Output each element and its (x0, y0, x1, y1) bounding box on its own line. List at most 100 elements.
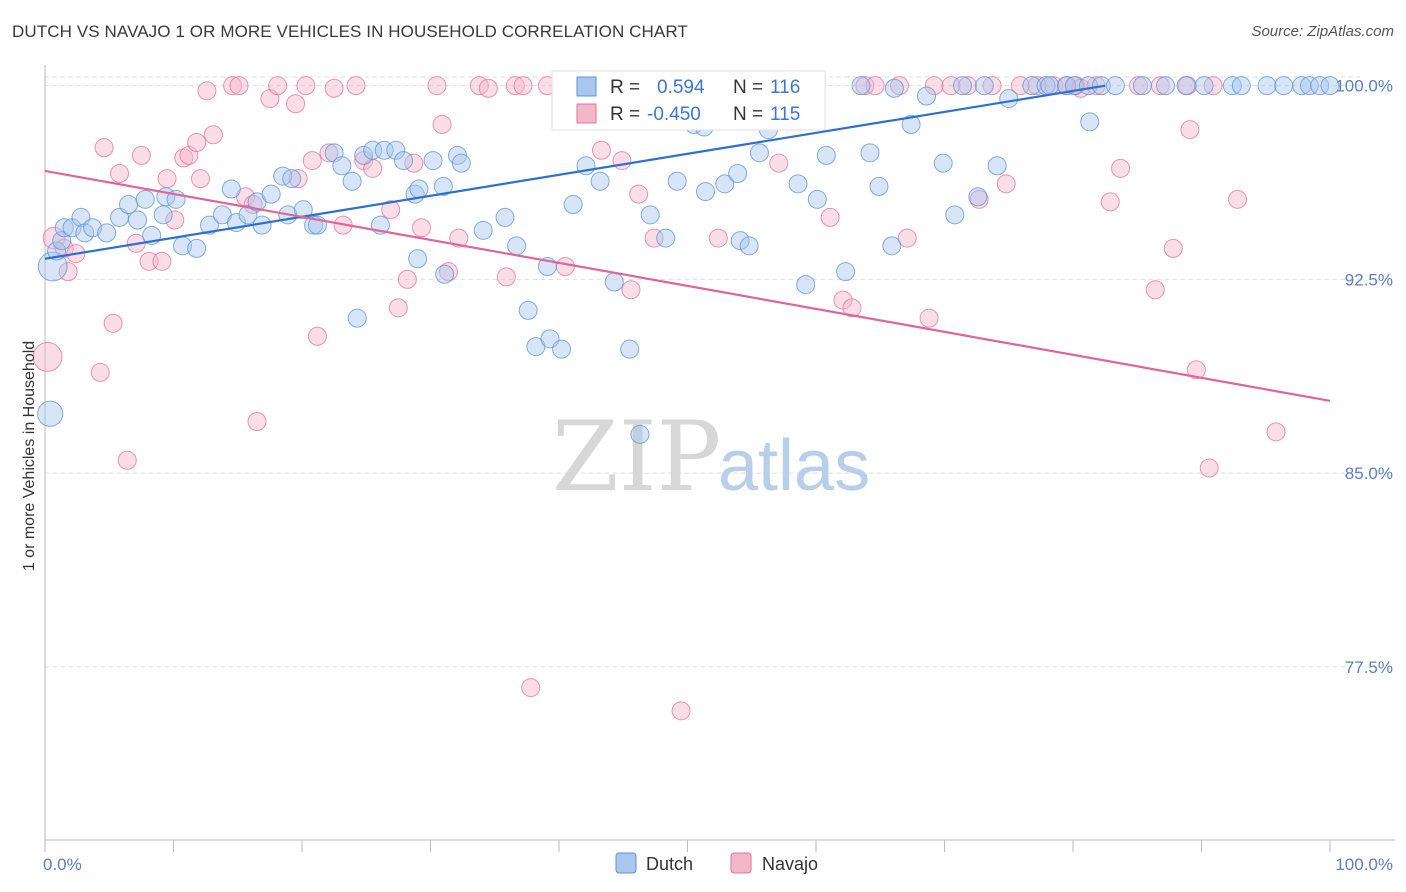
legend-navajo-r: -0.450 (647, 104, 701, 125)
y-tick-labels: 100.0% 92.5% 85.0% 77.5% (1335, 77, 1393, 677)
y-tick-label: 77.5% (1345, 658, 1393, 677)
dutch-points (37, 76, 1340, 444)
dutch-point (563, 195, 583, 214)
dutch-point (884, 78, 904, 98)
navajo-point (1086, 76, 1106, 96)
dutch-point (945, 205, 965, 225)
dutch-point (394, 151, 414, 171)
legend-box: R = 0.594 N = 116 R = -0.450 N = 115 (551, 70, 826, 131)
dutch-point (1105, 76, 1125, 96)
dutch-point (788, 174, 808, 194)
navajo-point (1111, 158, 1131, 178)
bottom-legend-dutch-swatch (615, 852, 637, 874)
axes (44, 65, 1395, 852)
dutch-trend-line (44, 84, 1106, 260)
dutch-point (37, 400, 64, 427)
navajo-point (820, 207, 840, 227)
navajo-point (1145, 280, 1165, 300)
navajo-point (307, 326, 327, 346)
dutch-point (974, 76, 994, 96)
navajo-point (381, 200, 401, 220)
dutch-point (552, 339, 572, 359)
navajo-point (42, 226, 66, 250)
y-axis-title: 1 or more Vehicles in Household (21, 341, 38, 571)
navajo-point (174, 148, 194, 168)
dutch-point (1080, 112, 1100, 132)
navajo-trend-line (44, 169, 1331, 402)
navajo-point (505, 76, 525, 96)
watermark-zip: ZIP (552, 401, 721, 513)
navajo-point (346, 76, 366, 96)
navajo-point (427, 76, 447, 96)
dutch-point (1194, 76, 1214, 96)
bottom-legend-navajo: Navajo (762, 854, 818, 874)
navajo-point (190, 169, 210, 189)
navajo-point (478, 78, 498, 98)
navajo-point (591, 140, 611, 160)
x-tick-labels: 0.0% 100.0% (43, 855, 1393, 874)
navajo-point (1163, 238, 1183, 258)
navajo-point (247, 412, 267, 431)
dutch-point (363, 140, 383, 160)
dutch-point (1231, 76, 1251, 96)
dutch-point (128, 210, 148, 230)
dutch-point (386, 140, 406, 160)
navajo-point (197, 81, 217, 101)
dutch-point (882, 236, 902, 256)
legend-dutch-swatch (576, 76, 597, 97)
navajo-point (1186, 360, 1206, 380)
navajo-point (90, 362, 110, 382)
navajo-point (671, 701, 691, 721)
dutch-point (640, 205, 660, 225)
dutch-point (590, 171, 610, 191)
watermark-atlas: atlas (718, 426, 870, 506)
navajo-point (924, 76, 944, 96)
legend-dutch-r: 0.594 (657, 77, 705, 98)
dutch-point (451, 153, 471, 173)
dutch-point (187, 238, 207, 258)
dutch-point (715, 174, 735, 194)
navajo-point (612, 151, 632, 171)
navajo-point (865, 76, 885, 96)
navajo-point (496, 267, 516, 287)
navajo-point (644, 228, 664, 248)
legend-dutch-r-label: R = (610, 77, 640, 98)
dutch-point (282, 169, 302, 189)
chart-title: DUTCH VS NAVAJO 1 OR MORE VEHICLES IN HO… (12, 22, 688, 41)
dutch-point (97, 223, 117, 243)
navajo-point (958, 76, 978, 96)
navajo-point (32, 342, 63, 372)
bottom-legend-dutch: Dutch (646, 854, 693, 874)
x-tick-label: 0.0% (43, 855, 82, 874)
navajo-point (521, 678, 541, 698)
dutch-point (1299, 76, 1319, 96)
dutch-point (695, 182, 715, 202)
dutch-point (860, 143, 880, 163)
dutch-point (1176, 76, 1196, 96)
dutch-point (135, 189, 155, 209)
y-tick-label: 92.5% (1345, 270, 1393, 289)
legend-navajo-r-label: R = (610, 104, 640, 125)
dutch-point (901, 114, 921, 134)
navajo-point (842, 298, 862, 318)
dutch-point (261, 184, 281, 204)
dutch-point (347, 308, 367, 328)
dutch-point (999, 89, 1019, 109)
bottom-legend: Dutch Navajo (615, 852, 818, 874)
dutch-point (153, 205, 173, 225)
dutch-point (435, 264, 455, 284)
navajo-point (117, 450, 137, 470)
dutch-point (933, 153, 953, 173)
trend-lines (44, 84, 1331, 402)
navajo-point (187, 133, 207, 152)
dutch-point (83, 218, 103, 238)
navajo-point (1010, 76, 1030, 96)
dutch-point (851, 76, 871, 96)
dutch-point (473, 220, 493, 240)
navajo-point (94, 138, 114, 158)
dutch-point (238, 205, 258, 225)
navajo-point (388, 298, 408, 318)
dutch-point (816, 145, 836, 165)
dutch-point (423, 151, 443, 171)
navajo-point (996, 174, 1016, 194)
